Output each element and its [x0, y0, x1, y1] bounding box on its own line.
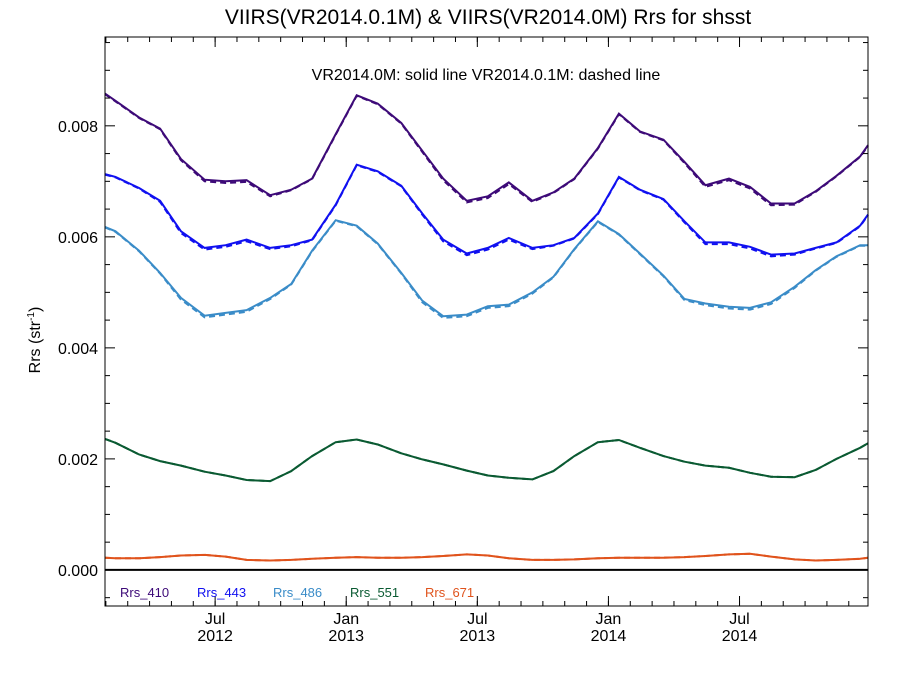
y-tick-label: 0.004 [58, 341, 98, 358]
series-line-rrs-410-solid [104, 92, 869, 205]
y-tick-label: 0.006 [58, 230, 98, 247]
legend-item-rrs-410: Rrs_410 [120, 585, 169, 600]
x-tick-label-year: 2013 [328, 628, 364, 645]
x-tick-label-year: 2014 [591, 628, 627, 645]
series-line-rrs-443-solid [104, 163, 869, 256]
y-axis-label-sup: -1 [26, 312, 37, 321]
plot-frame [104, 36, 869, 607]
y-axis-label: Rrs (str-1) [26, 307, 44, 374]
series-line-rrs-671-solid [104, 552, 869, 562]
series-line-rrs-486-dashed [104, 219, 868, 319]
x-tick-label-month: Jul [729, 611, 749, 628]
legend: Rrs_410 Rrs_443 Rrs_486 Rrs_551 Rrs_671 [120, 585, 474, 600]
x-tick-label-month: Jul [467, 611, 487, 628]
series-line-rrs-410-dashed [104, 93, 869, 207]
line-style-annotation: VR2014.0M: solid line VR2014.0.1M: dashe… [312, 67, 661, 84]
x-tick-label-year: 2012 [197, 628, 233, 645]
y-axis-label-main: Rrs (str [27, 320, 44, 373]
y-axis-label-close: ) [27, 307, 44, 312]
x-tick-label-month: Jan [596, 611, 622, 628]
axes: 0.0000.0020.0040.0060.008Jul2012Jan2013J… [58, 36, 869, 645]
x-tick-label-year: 2013 [460, 628, 496, 645]
legend-item-rrs-443: Rrs_443 [197, 585, 246, 600]
y-tick-label: 0.002 [58, 452, 98, 469]
x-tick-label-month: Jan [333, 611, 359, 628]
legend-item-rrs-486: Rrs_486 [273, 585, 322, 600]
plot-area [104, 92, 869, 571]
x-tick-label-month: Jul [205, 611, 225, 628]
series-line-rrs-486-solid [104, 219, 868, 318]
series-line-rrs-443-dashed [104, 163, 869, 258]
legend-item-rrs-671: Rrs_671 [425, 585, 474, 600]
y-tick-label: 0.008 [58, 119, 98, 136]
x-tick-label-year: 2014 [722, 628, 758, 645]
legend-item-rrs-551: Rrs_551 [350, 585, 399, 600]
chart-title: VIIRS(VR2014.0.1M) & VIIRS(VR2014.0M) Rr… [225, 6, 751, 29]
series-line-rrs-551-solid [104, 437, 869, 483]
y-tick-label: 0.000 [58, 563, 98, 580]
